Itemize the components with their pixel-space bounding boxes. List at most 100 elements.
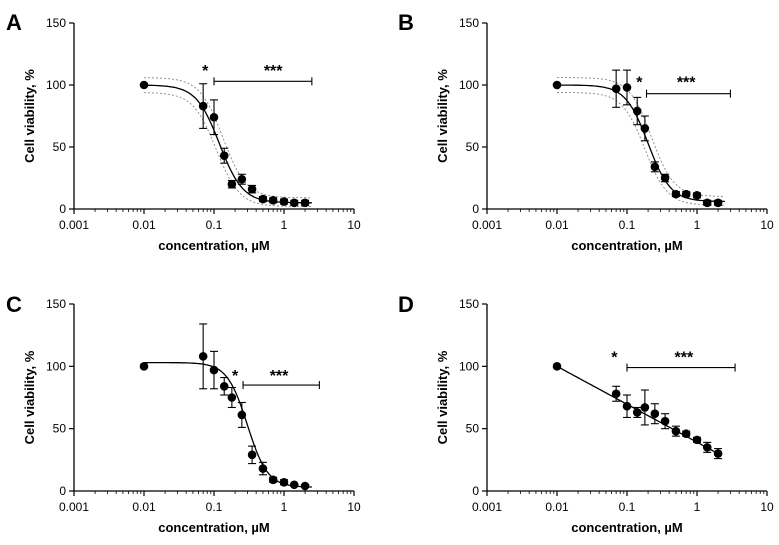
data-point: [622, 401, 632, 411]
y-tick-label: 50: [53, 140, 67, 154]
significance-marker: ***: [677, 74, 696, 91]
data-point: [640, 403, 650, 412]
data-point: [247, 184, 257, 194]
panel-letter: C: [6, 292, 22, 317]
data-point: [650, 162, 660, 172]
y-tick-label: 50: [466, 422, 480, 436]
data-point: [198, 101, 208, 111]
x-tick-label: 10: [760, 500, 774, 514]
data-point: [258, 194, 268, 204]
data-point: [300, 481, 310, 491]
data-point: [268, 475, 278, 485]
data-point: [681, 189, 691, 199]
x-tick-label: 1: [281, 500, 288, 514]
data-point: [279, 477, 289, 487]
x-tick-label: 0.1: [206, 218, 223, 232]
data-point: [139, 80, 149, 90]
x-tick-label: 0.001: [472, 218, 502, 232]
x-tick-label: 0.01: [132, 218, 156, 232]
significance-marker: *: [232, 368, 239, 385]
y-tick-label: 50: [53, 422, 67, 436]
data-point: [640, 124, 650, 133]
data-point: [671, 426, 681, 436]
y-tick-label: 0: [59, 202, 66, 216]
data-point: [650, 409, 660, 419]
significance-marker: ***: [264, 63, 283, 80]
x-tick-label: 1: [694, 500, 701, 514]
panel-a: A 0 50 100 150 0.001 0.01 0.1 1 10 concentration, …: [6, 10, 361, 253]
data-point: [681, 429, 691, 438]
y-tick-label: 150: [46, 16, 66, 30]
panel-b: B 0 50 100 150 0.001 0.01 0.1 1 10 concentration, …: [398, 10, 774, 253]
confidence-band-upper: [557, 77, 725, 197]
data-point: [692, 191, 702, 200]
data-point: [237, 410, 247, 420]
x-tick-label: 10: [347, 500, 361, 514]
data-point: [219, 381, 229, 391]
significance-marker: *: [636, 74, 643, 91]
data-point: [289, 198, 299, 208]
data-point: [209, 365, 219, 375]
y-tick-label: 0: [59, 484, 66, 498]
data-point: [632, 106, 642, 116]
data-point: [552, 362, 562, 371]
y-tick-label: 100: [459, 78, 479, 92]
x-tick-label: 0.01: [545, 500, 569, 514]
y-axis-title: Cell viability, %: [22, 350, 37, 444]
panel-c: C 0 50 100 150 0.001 0.01 0.1 1 10 concentration, …: [6, 292, 361, 535]
x-axis-title: concentration, µM: [158, 520, 270, 535]
panel-d: D 0 50 100 150 0.001 0.01 0.1 1 10 concentration, …: [398, 292, 774, 535]
y-tick-label: 150: [46, 297, 66, 311]
data-point: [702, 198, 712, 208]
x-axis-title: concentration, µM: [158, 238, 270, 253]
x-tick-label: 0.01: [132, 500, 156, 514]
y-tick-label: 100: [459, 359, 479, 373]
data-point: [139, 362, 149, 371]
panel-letter: D: [398, 292, 414, 317]
data-point: [702, 443, 712, 452]
data-point: [632, 408, 642, 417]
data-point: [198, 352, 208, 361]
x-tick-label: 0.1: [619, 500, 636, 514]
y-tick-label: 150: [459, 16, 479, 30]
panel-letter: B: [398, 10, 414, 35]
data-point: [289, 480, 299, 490]
y-tick-label: 150: [459, 297, 479, 311]
x-tick-label: 0.001: [59, 500, 89, 514]
x-tick-label: 0.01: [545, 218, 569, 232]
data-point: [552, 80, 562, 90]
fit-curve: [557, 84, 725, 203]
x-tick-label: 1: [281, 218, 288, 232]
x-tick-label: 0.1: [206, 500, 223, 514]
data-point: [611, 389, 621, 399]
data-point: [258, 464, 268, 473]
data-point: [660, 416, 670, 426]
x-tick-label: 10: [760, 218, 774, 232]
data-point: [300, 198, 310, 208]
y-tick-label: 0: [472, 202, 479, 216]
y-tick-label: 50: [466, 140, 480, 154]
data-point: [713, 449, 723, 458]
data-point: [209, 112, 219, 122]
data-point: [227, 179, 237, 189]
panel-letter: A: [6, 10, 22, 35]
data-point: [660, 173, 670, 183]
data-point: [219, 151, 229, 160]
data-point: [671, 189, 681, 199]
data-point: [713, 198, 723, 208]
y-axis-title: Cell viability, %: [435, 350, 450, 444]
data-point: [247, 450, 257, 460]
x-tick-label: 0.1: [619, 218, 636, 232]
x-tick-label: 0.001: [59, 218, 89, 232]
y-tick-label: 100: [46, 78, 66, 92]
data-point: [227, 393, 237, 402]
data-point: [279, 197, 289, 206]
data-point: [611, 84, 621, 94]
y-axis-title: Cell viability, %: [22, 69, 37, 163]
significance-marker: *: [202, 63, 209, 80]
data-point: [268, 196, 278, 205]
significance-marker: ***: [675, 349, 694, 366]
x-axis-title: concentration, µM: [571, 520, 683, 535]
confidence-band-upper: [144, 77, 312, 199]
